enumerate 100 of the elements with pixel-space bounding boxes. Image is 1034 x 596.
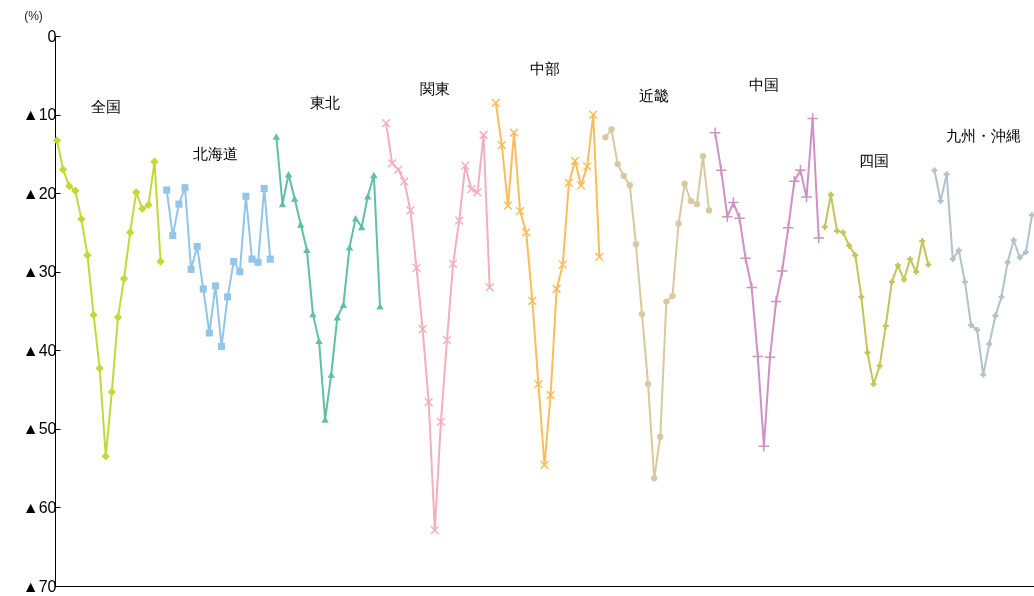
point: [509, 128, 519, 138]
point: [454, 216, 464, 226]
point: [339, 301, 348, 308]
y-tick-label: ▲30: [22, 263, 57, 281]
point: [156, 257, 165, 266]
point: [345, 244, 354, 251]
point: [937, 198, 944, 204]
point: [436, 417, 446, 427]
text: 全国: [90, 97, 121, 115]
point: [77, 214, 86, 224]
point: [290, 195, 299, 202]
y-tick-label: ▲70: [22, 577, 57, 595]
point: [485, 282, 495, 293]
point: [949, 256, 956, 263]
series-label: 九州・沖縄: [945, 127, 1021, 145]
point: [594, 252, 604, 262]
point: [95, 364, 104, 373]
point: [834, 227, 840, 234]
point: [663, 298, 670, 305]
point: [751, 350, 764, 363]
point: [602, 134, 609, 141]
point: [925, 261, 932, 268]
point: [393, 164, 403, 175]
point: [254, 258, 262, 266]
text: 中部: [529, 59, 560, 77]
point: [132, 188, 141, 197]
point: [315, 337, 323, 345]
point: [582, 161, 592, 172]
point: [357, 223, 366, 231]
y-axis-title: (%): [24, 8, 43, 23]
point: [687, 197, 694, 205]
point: [424, 397, 434, 407]
point: [169, 232, 177, 240]
point: [882, 322, 889, 329]
point: [193, 243, 201, 251]
point: [205, 329, 213, 337]
point: [644, 380, 652, 388]
point: [1029, 212, 1034, 219]
point: [812, 231, 825, 244]
point: [119, 274, 129, 283]
point: [943, 171, 950, 178]
point: [788, 175, 801, 188]
point: [827, 191, 834, 198]
point: [411, 263, 422, 273]
point: [657, 433, 664, 440]
point: [418, 324, 428, 334]
point: [187, 265, 195, 273]
point: [638, 310, 646, 318]
point: [733, 212, 746, 225]
point: [381, 118, 391, 128]
point: [297, 221, 305, 228]
point: [608, 126, 615, 133]
y-tick-label: ▲40: [22, 341, 57, 359]
point: [266, 255, 274, 263]
point: [65, 181, 74, 191]
point: [576, 180, 586, 190]
text: 東北: [310, 93, 341, 111]
point: [545, 390, 556, 400]
point: [626, 182, 633, 189]
point: [870, 381, 877, 388]
text: 四国: [858, 151, 889, 169]
point: [260, 184, 268, 192]
point: [864, 349, 871, 356]
point: [58, 165, 68, 174]
point: [125, 228, 135, 237]
point: [876, 363, 883, 369]
point: [163, 186, 171, 194]
point: [248, 255, 256, 263]
point: [327, 371, 335, 378]
point: [770, 295, 783, 308]
point: [533, 379, 544, 389]
point: [632, 241, 640, 248]
point: [472, 187, 483, 197]
point: [303, 246, 311, 253]
point: [693, 200, 700, 208]
point: [745, 281, 758, 294]
point: [888, 278, 895, 285]
point: [272, 133, 281, 140]
point: [840, 229, 847, 236]
text: 中国: [748, 75, 779, 93]
point: [442, 335, 452, 345]
point: [387, 158, 397, 168]
point: [998, 293, 1005, 300]
point: [705, 207, 713, 214]
point: [1022, 249, 1029, 256]
point: [175, 200, 183, 208]
point: [71, 186, 80, 195]
point: [980, 371, 987, 378]
point: [894, 262, 901, 269]
point: [52, 136, 62, 145]
point: [199, 285, 207, 293]
point: [430, 525, 440, 535]
point: [101, 452, 110, 461]
y-tick-label: ▲50: [22, 420, 57, 438]
point: [558, 260, 568, 270]
y-tick-label: ▲20: [22, 184, 57, 202]
point: [150, 157, 159, 166]
point: [552, 284, 562, 294]
y-tick-label: 0: [47, 27, 57, 45]
point: [503, 201, 513, 211]
